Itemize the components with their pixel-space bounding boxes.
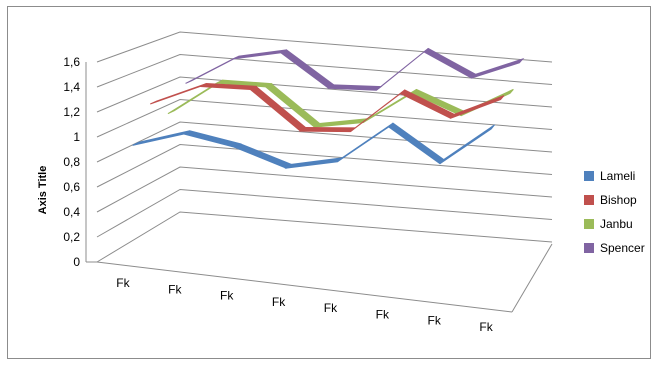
- chart-frame: [7, 6, 651, 359]
- ribbon-segment: [375, 48, 429, 91]
- series-lameli: [132, 122, 495, 169]
- x-category-label: Fk: [428, 314, 442, 328]
- gridline: [96, 121, 553, 163]
- y-axis-ticks: 0 0,2 0,4 0,6 0,8 1 1,2 1,4 1,6: [63, 55, 80, 269]
- y-tick-label: 1,2: [63, 105, 80, 119]
- ribbon-segment: [471, 57, 525, 79]
- x-category-label: Fk: [324, 301, 338, 315]
- legend-swatch: [584, 171, 594, 181]
- ribbon-segment: [450, 95, 505, 119]
- legend-label: Bishop: [600, 193, 637, 207]
- y-tick-label: 1: [73, 130, 80, 144]
- ribbon-segment: [284, 157, 344, 169]
- legend-label: Lameli: [600, 169, 636, 183]
- floor-right-edge: [511, 243, 553, 313]
- x-category-label: Fk: [168, 282, 182, 296]
- gridline: [96, 188, 553, 238]
- series-bishop: [150, 83, 505, 133]
- ribbon-segment: [132, 130, 191, 146]
- x-category-label: Fk: [376, 307, 390, 321]
- y-tick-label: 0,8: [63, 155, 80, 169]
- ribbon-segment: [233, 143, 293, 169]
- y-tick-label: 0,2: [63, 230, 80, 244]
- legend-item: Janbu: [584, 212, 645, 236]
- gridline: [96, 143, 553, 188]
- legend-swatch: [584, 195, 594, 205]
- y-tick-label: 0,4: [63, 205, 80, 219]
- x-category-label: Fk: [116, 276, 130, 290]
- gridline: [96, 31, 553, 63]
- ribbon-segment: [312, 118, 370, 128]
- legend: Lameli Bishop Janbu Spencer: [584, 164, 645, 260]
- ribbon-segment: [387, 122, 445, 165]
- y-axis-title: Axis Title: [37, 166, 49, 215]
- y-tick-label: 1,4: [63, 80, 80, 94]
- ribbon-segment: [182, 130, 242, 148]
- series-spencer: [185, 47, 525, 91]
- ribbon-segment: [298, 126, 357, 133]
- series-layer: [132, 47, 525, 169]
- gridline: [96, 98, 553, 138]
- gridline: [96, 53, 553, 88]
- legend-label: Janbu: [600, 217, 633, 231]
- x-axis-categories: Fk Fk Fk Fk Fk Fk Fk Fk: [116, 276, 493, 334]
- y-tick-label: 0,6: [63, 180, 80, 194]
- gridline: [96, 211, 553, 263]
- floor-front-edge: [96, 261, 513, 313]
- legend-label: Spencer: [600, 241, 645, 255]
- legend-swatch: [584, 219, 594, 229]
- gridline: [96, 166, 553, 213]
- legend-item: Lameli: [584, 164, 645, 188]
- y-tick-label: 0: [73, 255, 80, 269]
- y-tick-label: 1,6: [63, 55, 80, 69]
- legend-swatch: [584, 243, 594, 253]
- ribbon-segment: [233, 49, 287, 60]
- ribbon-segment: [439, 124, 495, 165]
- x-category-label: Fk: [479, 320, 493, 334]
- legend-item: Spencer: [584, 236, 645, 260]
- ribbon-segment: [423, 47, 477, 79]
- x-category-label: Fk: [220, 289, 234, 303]
- chart-walls: [85, 62, 553, 313]
- legend-item: Bishop: [584, 188, 645, 212]
- gridlines: [96, 31, 553, 263]
- x-category-label: Fk: [272, 295, 286, 309]
- ribbon-segment: [280, 49, 335, 89]
